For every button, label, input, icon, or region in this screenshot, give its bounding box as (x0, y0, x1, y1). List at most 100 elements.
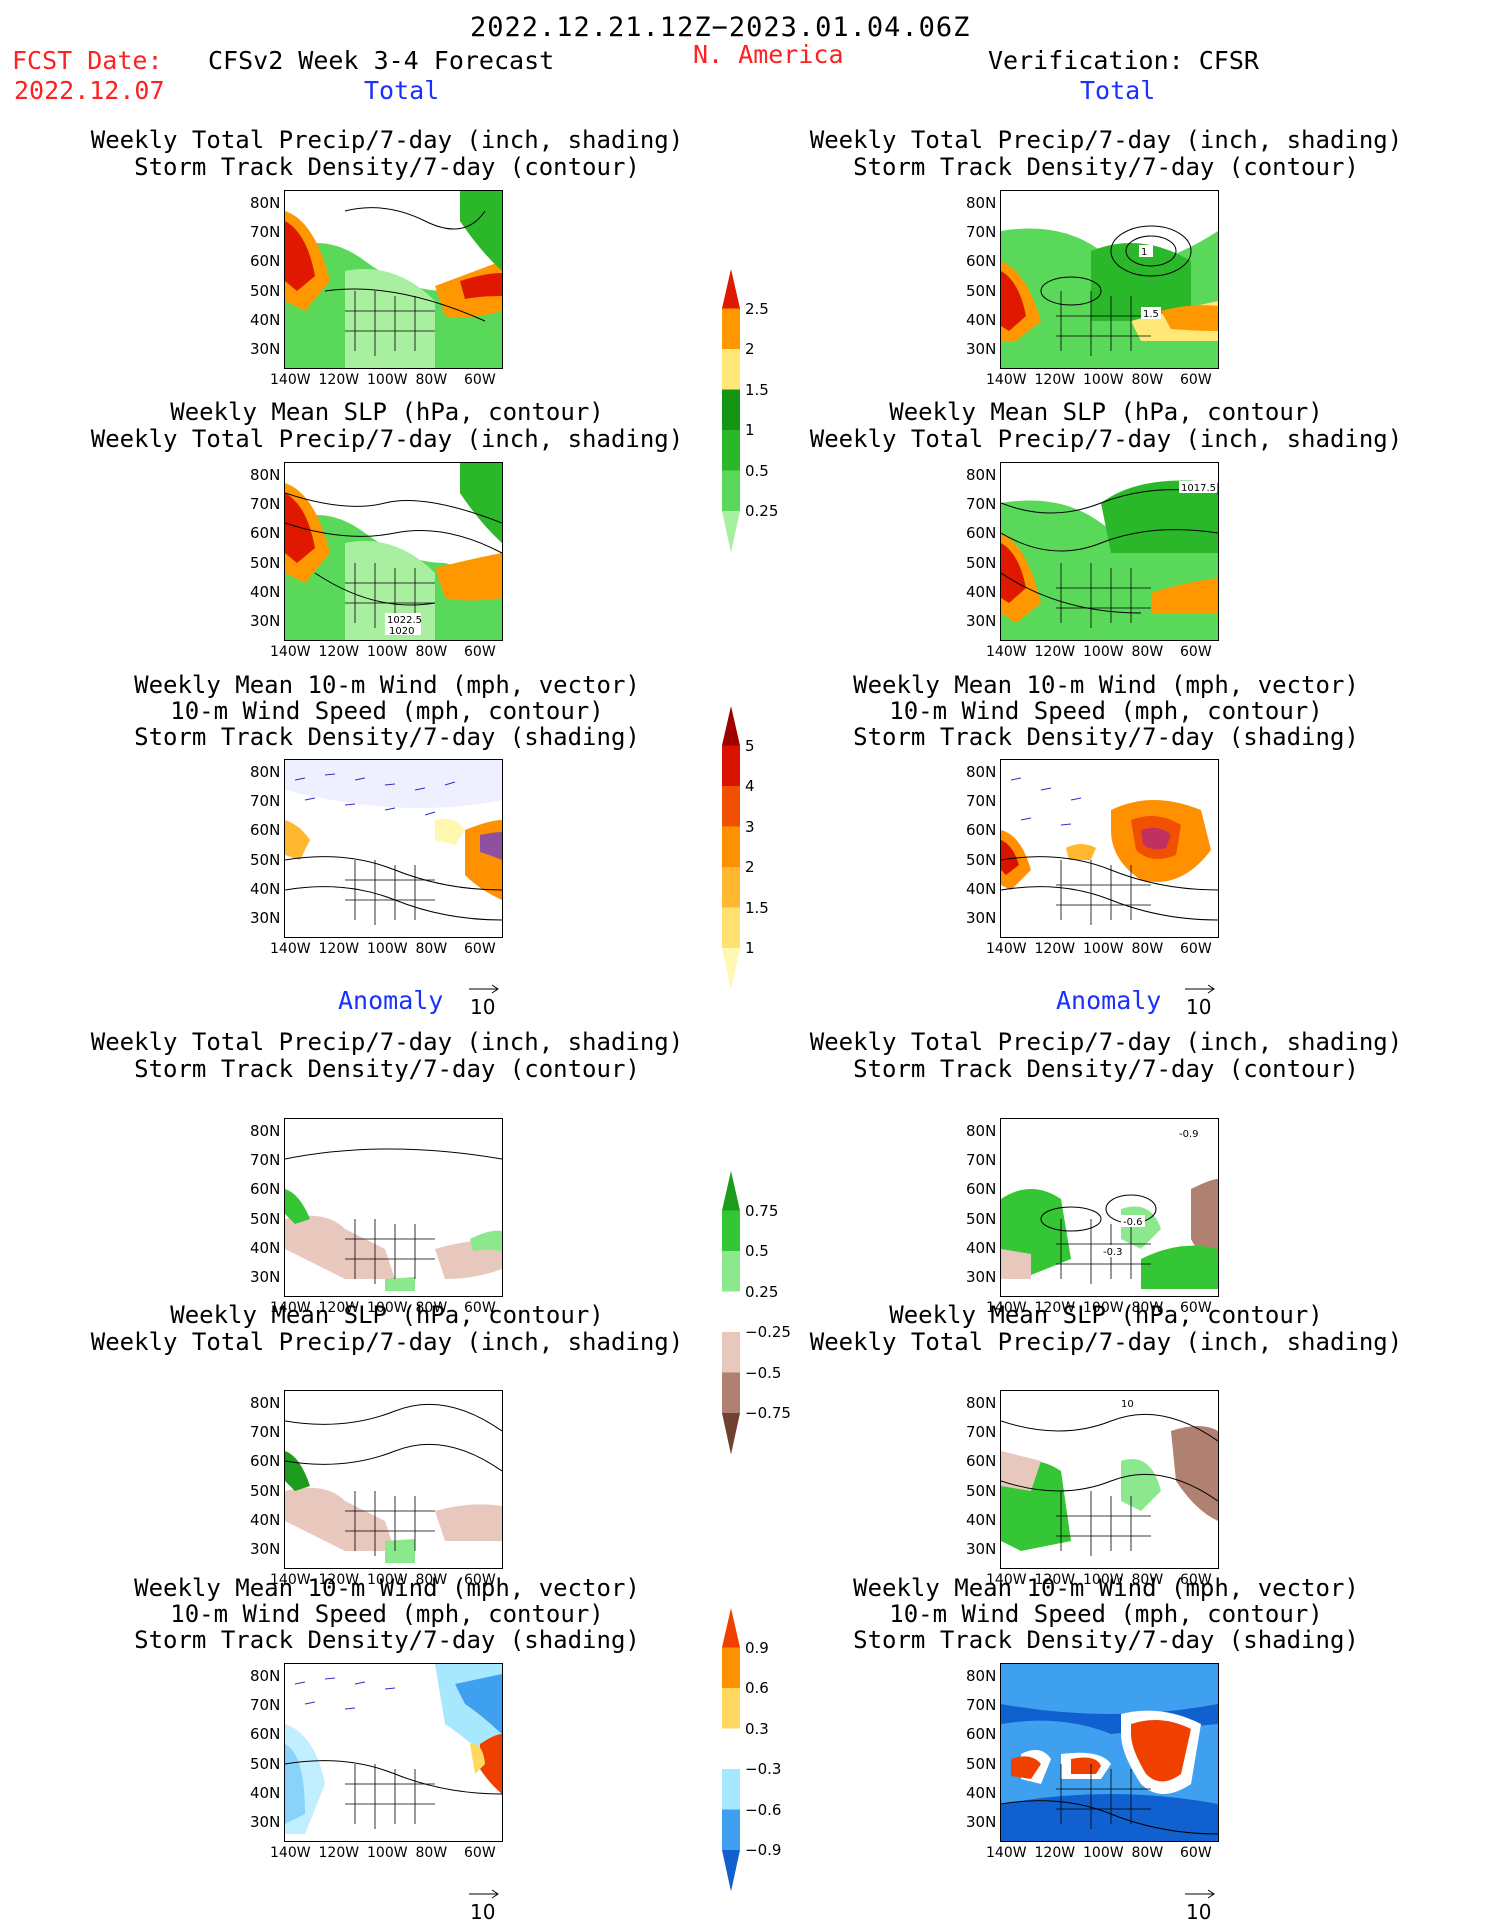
map-svg: 10 (1001, 1391, 1218, 1568)
lat-tick-label: 80N (966, 466, 997, 484)
map-fcst-wind-anom (284, 1663, 503, 1842)
lat-tick-label: 40N (250, 879, 281, 898)
contour-label: 1 (1141, 247, 1147, 258)
colorbar-segment (722, 786, 740, 827)
lat-tick-label: 50N (250, 281, 281, 300)
map-svg (285, 760, 502, 937)
lon-tick-label: 140W (270, 644, 311, 660)
vector-ref-r6: 10 (1184, 1880, 1218, 1924)
vector-ref-l6: 10 (468, 1880, 502, 1924)
lat-tick-label: 50N (966, 850, 997, 869)
colorbar-segment (722, 948, 740, 990)
lat-tick-label: 30N (250, 1268, 281, 1286)
lon-tick-label: 100W (367, 644, 408, 660)
lon-tick-label: 140W (986, 372, 1027, 388)
lat-tick-label: 60N (250, 1180, 281, 1199)
colorbar-segment (722, 470, 740, 511)
colorbar-label: 0.3 (745, 1719, 769, 1738)
colorbar-label: 5 (745, 736, 755, 755)
title-r4-b: Storm Track Density/7-day (contour) (853, 1055, 1359, 1083)
colorbar-segment (722, 430, 740, 471)
vector-ref-r3: 10 (1184, 975, 1218, 1019)
lat-tick-label: 50N (250, 1209, 281, 1228)
lat-tick-label: 70N (966, 495, 997, 514)
lat-tick-label: 30N (250, 909, 281, 927)
title-r2-b: Weekly Total Precip/7-day (inch, shading… (809, 425, 1403, 453)
lat-tick-label: 80N (250, 1122, 281, 1140)
colorbar-label: 0.25 (745, 1282, 779, 1301)
lon-tick-label: 100W (367, 941, 408, 957)
lon-tick-label: 60W (1180, 1300, 1212, 1316)
lat-tick-label: 80N (250, 1667, 281, 1685)
map-obs-wind-total (1000, 759, 1219, 938)
title-l6-c: Storm Track Density/7-day (shading) (134, 1626, 640, 1654)
map-svg: 1017.5 (1001, 463, 1218, 640)
colorbar-label: −0.5 (745, 1363, 782, 1382)
lat-tick-label: 80N (966, 1667, 997, 1685)
title-r3-c: Storm Track Density/7-day (shading) (853, 723, 1359, 751)
lat-tick-label: 40N (250, 1238, 281, 1257)
lat-tick-label: 80N (966, 194, 997, 212)
colorbar-precip_anom (722, 1171, 740, 1455)
lon-tick-label: 100W (367, 1845, 408, 1861)
title-r6-c: Storm Track Density/7-day (shading) (853, 1626, 1359, 1654)
lon-tick-label: 80W (415, 941, 448, 957)
lat-tick-label: 50N (966, 1754, 997, 1773)
lon-tick-label: 140W (986, 1572, 1027, 1588)
lat-tick-label: 40N (966, 310, 997, 329)
lat-tick-label: 70N (966, 1696, 997, 1715)
vector-ref-value: 10 (470, 1900, 496, 1924)
lat-tick-label: 40N (250, 1510, 281, 1529)
lat-tick-label: 30N (250, 1540, 281, 1558)
lat-tick-label: 80N (966, 763, 997, 781)
map-obs-precip-anom: -0.9 -0.6 -0.3 (1000, 1118, 1219, 1297)
colorbar-segment (722, 1372, 740, 1413)
colorbar-label: −0.25 (745, 1323, 791, 1341)
lon-tick-label: 60W (464, 644, 496, 660)
lat-tick-label: 60N (966, 1452, 997, 1471)
lat-tick-label: 70N (966, 792, 997, 811)
lon-tick-label: 60W (464, 1845, 496, 1861)
lon-tick-label: 100W (367, 372, 408, 388)
lon-tick-label: 100W (1083, 1300, 1124, 1316)
lon-tick-label: 60W (1180, 941, 1212, 957)
title-l4-b: Storm Track Density/7-day (contour) (134, 1055, 640, 1083)
lat-tick-label: 40N (966, 1783, 997, 1802)
contour-label: 1022.5 (387, 615, 422, 626)
colorbar-label: 0.6 (745, 1679, 769, 1697)
colorbar-segment (722, 1251, 740, 1292)
lat-tick-label: 60N (966, 821, 997, 840)
lon-tick-label: 80W (415, 372, 448, 388)
colorbar-label: 1 (745, 939, 755, 957)
title-r6-a: Weekly Mean 10-m Wind (mph, vector) (853, 1574, 1359, 1602)
lat-tick-label: 40N (250, 310, 281, 329)
colorbar-label: 0.9 (745, 1638, 769, 1657)
lat-tick-label: 40N (966, 1510, 997, 1529)
lat-tick-label: 70N (966, 1151, 997, 1170)
lon-tick-label: 120W (318, 1845, 360, 1861)
lon-tick-label: 100W (1083, 1572, 1124, 1588)
lat-tick-label: 80N (250, 194, 281, 212)
colorbar-label: 0.5 (745, 1242, 769, 1260)
lon-tick-label: 100W (367, 1300, 408, 1316)
colorbar-segment (722, 1809, 740, 1850)
title-l3-c: Storm Track Density/7-day (shading) (134, 723, 640, 751)
map-obs-slp-anom: 10 (1000, 1390, 1219, 1569)
lon-tick-label: 100W (1083, 1845, 1124, 1861)
colorbar-segment (722, 1647, 740, 1688)
section-total-left: Total (364, 76, 440, 105)
lat-tick-label: 70N (966, 1423, 997, 1442)
lat-tick-label: 50N (966, 1209, 997, 1228)
contour-label: -0.3 (1103, 1247, 1123, 1258)
lat-tick-label: 80N (250, 1394, 281, 1412)
lon-tick-label: 140W (270, 372, 311, 388)
lon-tick-label: 80W (1131, 1845, 1164, 1861)
title-r1-b: Storm Track Density/7-day (contour) (853, 153, 1359, 181)
arrow-right-icon (1185, 984, 1215, 994)
map-obs-wind-anom (1000, 1663, 1219, 1842)
title-l5-b: Weekly Total Precip/7-day (inch, shading… (90, 1328, 684, 1356)
lon-tick-label: 60W (464, 1300, 496, 1316)
lat-tick-label: 60N (250, 524, 281, 543)
lon-tick-label: 80W (1131, 1572, 1164, 1588)
lat-tick-label: 30N (250, 340, 281, 358)
